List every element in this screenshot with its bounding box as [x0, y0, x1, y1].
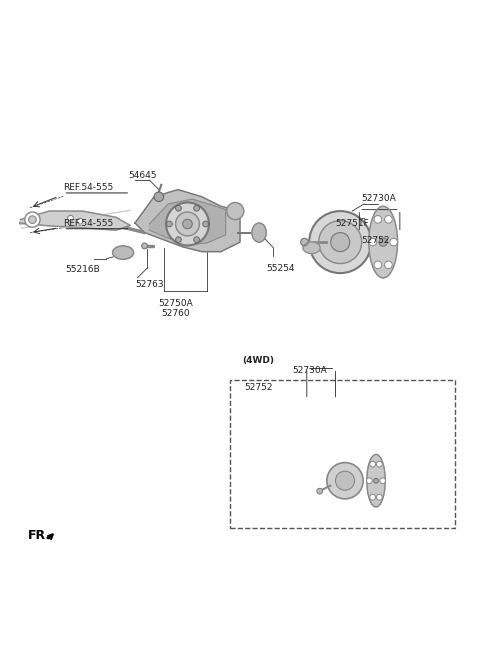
- Circle shape: [317, 488, 323, 494]
- Circle shape: [379, 238, 387, 246]
- Ellipse shape: [252, 223, 266, 242]
- Circle shape: [176, 237, 181, 243]
- Circle shape: [384, 216, 392, 223]
- Circle shape: [380, 478, 385, 483]
- Circle shape: [366, 478, 372, 483]
- Polygon shape: [21, 211, 130, 230]
- Text: 55254: 55254: [266, 264, 295, 273]
- Ellipse shape: [303, 242, 320, 254]
- Circle shape: [176, 212, 199, 236]
- Circle shape: [227, 203, 244, 220]
- Text: 54645: 54645: [128, 171, 156, 180]
- Circle shape: [376, 495, 382, 500]
- Text: FR.: FR.: [28, 529, 51, 542]
- Circle shape: [370, 495, 375, 500]
- Polygon shape: [369, 207, 397, 278]
- Text: 55216B: 55216B: [65, 265, 100, 274]
- Circle shape: [183, 219, 192, 229]
- Circle shape: [142, 243, 147, 249]
- Circle shape: [176, 205, 181, 211]
- Circle shape: [319, 220, 362, 264]
- Circle shape: [390, 238, 397, 246]
- Text: 52751F: 52751F: [336, 219, 369, 228]
- Text: 52730A: 52730A: [362, 194, 396, 203]
- Polygon shape: [135, 190, 240, 252]
- Circle shape: [300, 238, 308, 246]
- Circle shape: [154, 192, 164, 201]
- Circle shape: [68, 215, 73, 221]
- Text: 52750A: 52750A: [158, 299, 193, 308]
- Circle shape: [384, 261, 392, 269]
- Circle shape: [77, 218, 83, 224]
- Circle shape: [336, 471, 355, 490]
- Circle shape: [327, 462, 363, 499]
- Circle shape: [309, 211, 371, 273]
- FancyArrowPatch shape: [23, 223, 128, 228]
- Circle shape: [369, 238, 376, 246]
- Text: REF.54-555: REF.54-555: [63, 183, 114, 192]
- Circle shape: [166, 203, 209, 245]
- Ellipse shape: [113, 246, 133, 259]
- Circle shape: [25, 212, 40, 228]
- Text: 52763: 52763: [135, 280, 164, 289]
- Circle shape: [373, 478, 378, 483]
- Text: 52760: 52760: [161, 309, 190, 318]
- Text: 52730A: 52730A: [292, 366, 327, 375]
- Polygon shape: [367, 455, 385, 507]
- Circle shape: [331, 233, 350, 252]
- Polygon shape: [149, 199, 226, 245]
- Circle shape: [194, 205, 199, 211]
- Text: (4WD): (4WD): [242, 356, 275, 365]
- Circle shape: [376, 461, 382, 467]
- Circle shape: [167, 221, 172, 227]
- Bar: [230, 380, 455, 529]
- Text: 52752: 52752: [245, 383, 273, 392]
- Text: REF.54-555: REF.54-555: [63, 219, 114, 228]
- Text: 52752: 52752: [362, 236, 390, 245]
- Circle shape: [374, 261, 382, 269]
- Circle shape: [370, 461, 375, 467]
- Circle shape: [374, 216, 382, 223]
- Circle shape: [29, 216, 36, 224]
- Circle shape: [194, 237, 199, 243]
- Circle shape: [203, 221, 208, 227]
